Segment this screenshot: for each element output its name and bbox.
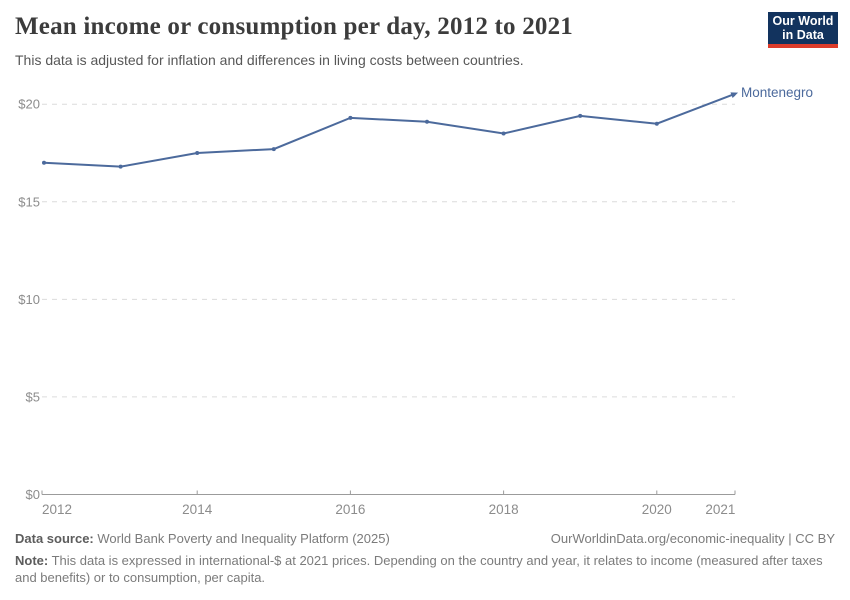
x-tick-label: 2012 xyxy=(42,502,72,517)
x-tick-label: 2016 xyxy=(335,502,365,517)
data-point xyxy=(195,150,200,155)
data-point xyxy=(348,115,353,120)
data-point xyxy=(578,113,583,118)
chart-footer: Data source: World Bank Poverty and Ineq… xyxy=(15,530,835,586)
note-text: This data is expressed in international-… xyxy=(15,553,823,585)
data-source: Data source: World Bank Poverty and Ineq… xyxy=(15,530,390,547)
data-point xyxy=(654,121,659,126)
data-point xyxy=(42,160,46,165)
chart-subtitle: This data is adjusted for inflation and … xyxy=(15,52,524,68)
x-tick-label: 2014 xyxy=(182,502,213,517)
x-tick-label: 2018 xyxy=(489,502,519,517)
x-tick-label: 2021 xyxy=(705,502,735,517)
series-label: Montenegro xyxy=(741,85,813,100)
owid-logo-line2: in Data xyxy=(782,28,824,42)
owid-logo[interactable]: Our World in Data xyxy=(768,12,838,48)
data-point xyxy=(501,131,506,136)
attribution-link[interactable]: OurWorldinData.org/economic-inequality |… xyxy=(550,531,835,546)
owid-logo-line1: Our World xyxy=(772,14,834,28)
note-label: Note: xyxy=(15,553,49,568)
data-point xyxy=(118,164,123,169)
chart-note: Note: This data is expressed in internat… xyxy=(15,552,835,586)
data-point xyxy=(271,147,276,152)
y-tick-label: $20 xyxy=(18,97,40,112)
source-row: Data source: World Bank Poverty and Ineq… xyxy=(15,530,835,547)
chart-title: Mean income or consumption per day, 2012… xyxy=(15,13,573,40)
data-source-text: World Bank Poverty and Inequality Platfo… xyxy=(93,531,390,546)
y-tick-label: $15 xyxy=(18,194,40,209)
y-tick-label: $0 xyxy=(26,487,40,502)
line-arrowhead xyxy=(730,92,739,98)
y-tick-label: $10 xyxy=(18,292,40,307)
x-tick-label: 2020 xyxy=(642,502,672,517)
data-point xyxy=(425,119,429,124)
series-line xyxy=(43,93,734,168)
data-source-label: Data source: xyxy=(15,531,94,546)
y-tick-label: $5 xyxy=(26,389,40,404)
